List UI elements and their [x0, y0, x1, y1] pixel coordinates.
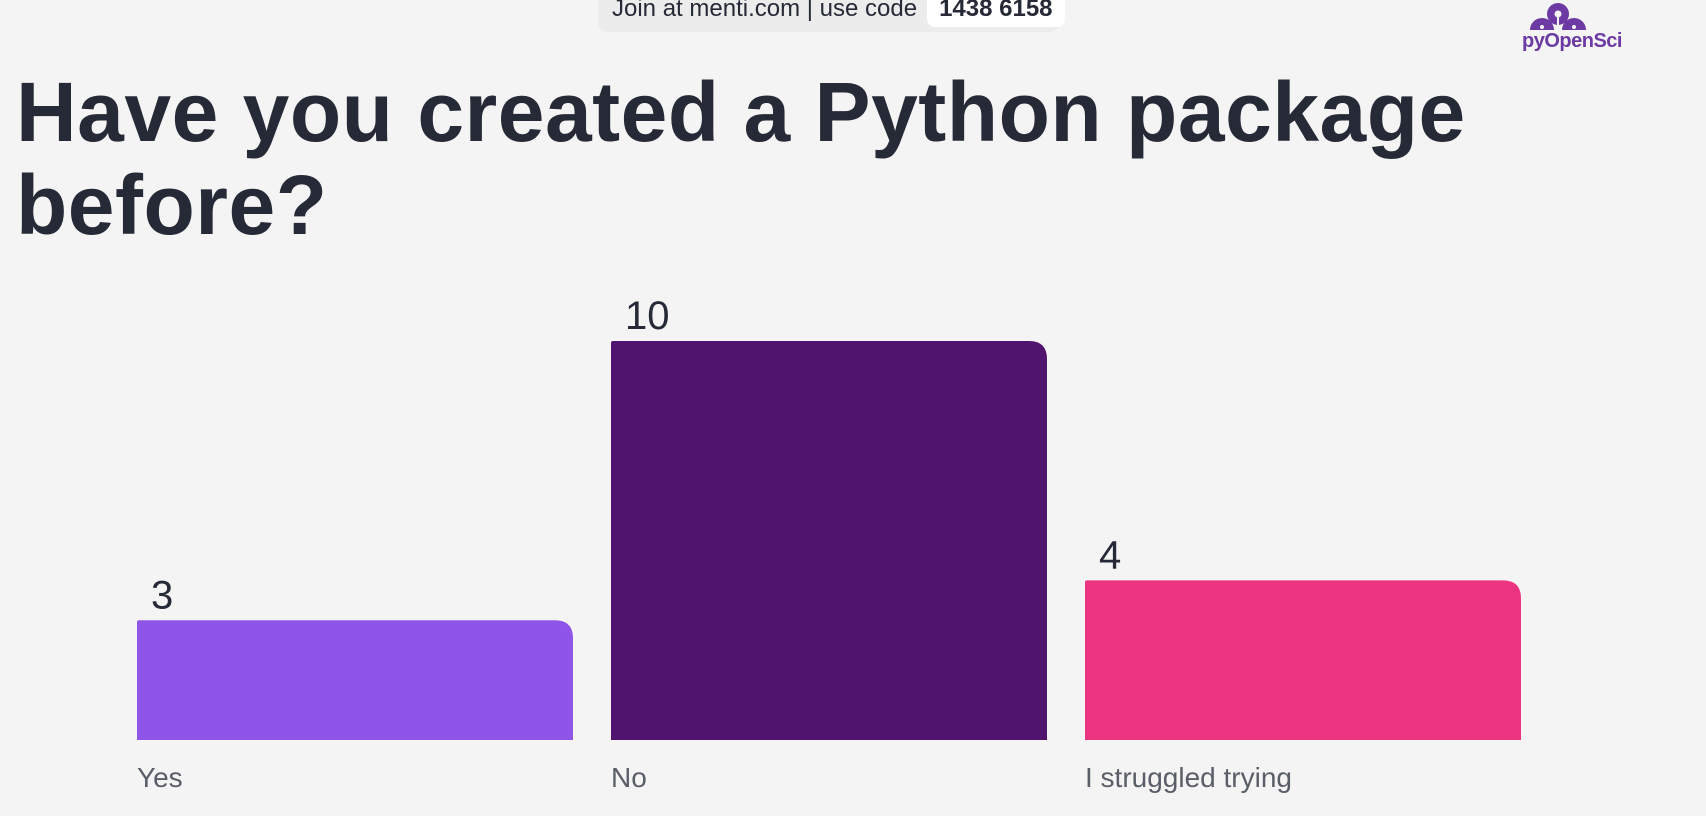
join-instructions: Join at menti.com | use code: [612, 0, 918, 22]
value-label: 3: [151, 573, 173, 617]
value-label: 4: [1099, 533, 1121, 577]
pyopensci-logo: pyOpenSci: [1520, 0, 1640, 60]
join-banner: Join at menti.com | use code 1438 6158: [598, 0, 1065, 32]
bar-i-struggled-trying: [1085, 580, 1521, 740]
value-label: 10: [625, 294, 670, 338]
pyopensci-flower-logo-icon: [1530, 3, 1586, 30]
join-code-badge: 1438 6158: [927, 0, 1065, 27]
category-label: Yes: [137, 762, 183, 793]
bar-no: [611, 341, 1047, 740]
question-title: Have you created a Python package before…: [16, 65, 1466, 252]
logo-text: pyOpenSci: [1522, 30, 1622, 52]
bar-yes: [137, 620, 573, 740]
category-label: I struggled trying: [1085, 762, 1292, 793]
category-label: No: [611, 762, 647, 793]
